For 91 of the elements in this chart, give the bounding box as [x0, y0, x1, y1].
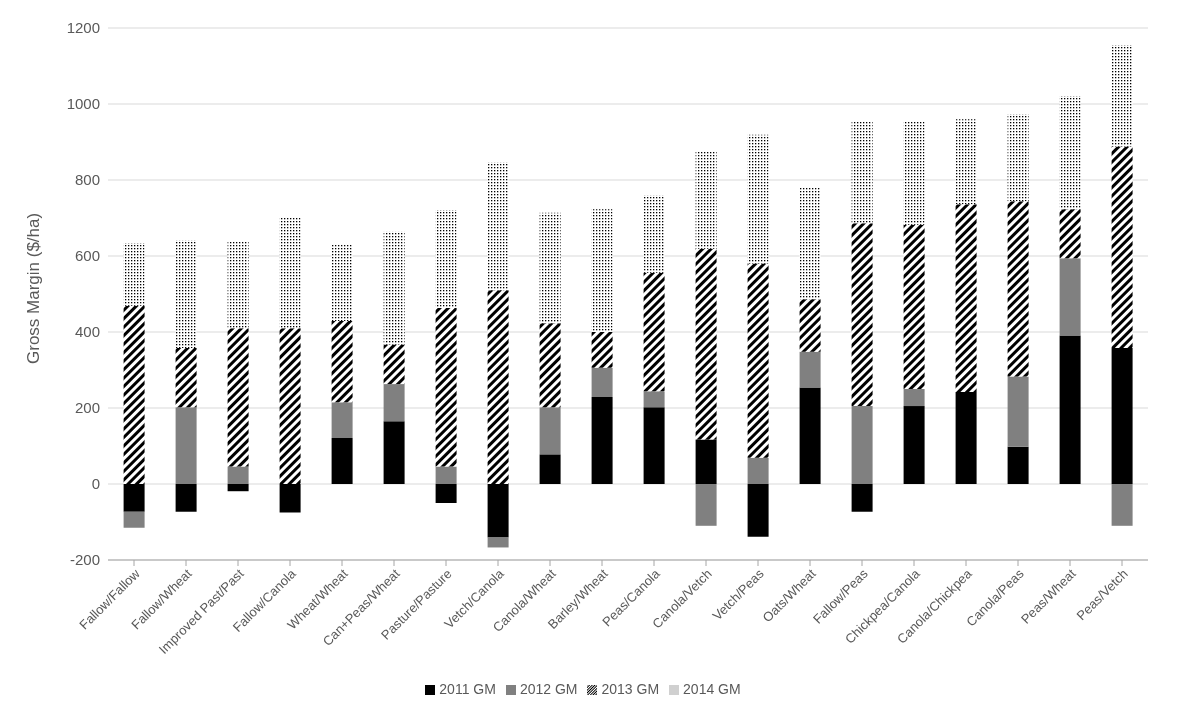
bar	[1111, 484, 1133, 526]
bar	[1111, 347, 1133, 484]
legend-label: 2013 GM	[601, 681, 660, 697]
bar	[747, 484, 769, 537]
y-tick-label: 0	[91, 475, 100, 493]
y-axis-title: Gross Margin ($/ha)	[24, 212, 44, 364]
bar	[435, 466, 457, 484]
bar	[903, 406, 925, 484]
bar	[227, 328, 249, 467]
bar	[227, 241, 249, 329]
bar	[851, 121, 873, 224]
bar	[1059, 258, 1081, 336]
bar	[1007, 376, 1029, 447]
legend-label: 2014 GM	[683, 681, 741, 697]
y-tick-label: 600	[74, 247, 100, 265]
bar	[903, 389, 925, 407]
bar	[591, 209, 613, 332]
bar	[487, 290, 509, 484]
bar	[747, 457, 769, 484]
bar	[175, 407, 197, 484]
bar	[383, 231, 405, 345]
bar	[591, 367, 613, 397]
bar	[175, 240, 197, 348]
bar	[1007, 114, 1029, 202]
bar	[747, 263, 769, 458]
bar	[643, 391, 665, 408]
bar	[695, 248, 717, 440]
bar	[1059, 96, 1081, 210]
bar	[175, 484, 197, 512]
bar	[695, 439, 717, 484]
bar	[279, 328, 301, 484]
bar	[279, 218, 301, 329]
bar	[279, 484, 301, 513]
y-tick-label: 1000	[66, 95, 100, 113]
bar	[539, 454, 561, 484]
bar	[799, 387, 821, 484]
bar	[851, 223, 873, 407]
bar	[487, 162, 509, 291]
bar	[435, 484, 457, 503]
bar	[331, 438, 353, 484]
bar	[435, 210, 457, 309]
bar	[955, 204, 977, 393]
y-tick-label: -200	[69, 551, 100, 569]
bar	[903, 224, 925, 389]
bar	[799, 187, 821, 300]
bar	[747, 134, 769, 264]
bar	[643, 195, 665, 273]
bar	[643, 407, 665, 484]
y-tick-label: 800	[74, 171, 100, 189]
bar	[123, 243, 145, 306]
bar	[123, 511, 145, 528]
bar	[227, 466, 249, 484]
bar	[487, 484, 509, 538]
bar	[799, 351, 821, 388]
bar	[591, 332, 613, 368]
bar	[331, 402, 353, 439]
bar	[955, 392, 977, 484]
bar	[539, 407, 561, 455]
bar	[383, 344, 405, 385]
bar	[123, 305, 145, 484]
y-tick-label: 400	[74, 323, 100, 341]
bar	[331, 320, 353, 403]
legend-label: 2011 GM	[439, 681, 496, 697]
bar	[435, 308, 457, 467]
bar	[955, 119, 977, 205]
legend-label: 2012 GM	[519, 681, 578, 697]
bar	[539, 212, 561, 324]
bar	[1111, 146, 1133, 348]
bar	[851, 484, 873, 512]
bar	[799, 299, 821, 352]
bar	[175, 347, 197, 408]
bar	[123, 484, 145, 512]
y-tick-label: 1200	[66, 19, 100, 37]
bar	[903, 121, 925, 225]
bar	[487, 537, 509, 548]
bar	[1007, 201, 1029, 377]
bar	[695, 484, 717, 526]
bar	[331, 244, 353, 321]
bar	[539, 323, 561, 408]
bar	[643, 272, 665, 392]
bar	[1059, 335, 1081, 484]
bar	[1007, 446, 1029, 484]
bar	[383, 421, 405, 484]
bar	[591, 396, 613, 484]
bar	[1111, 45, 1133, 147]
bar	[695, 151, 717, 249]
bar	[383, 384, 405, 422]
bar	[1059, 209, 1081, 259]
bar	[851, 406, 873, 484]
y-tick-label: 200	[74, 399, 100, 417]
bar	[227, 484, 249, 492]
